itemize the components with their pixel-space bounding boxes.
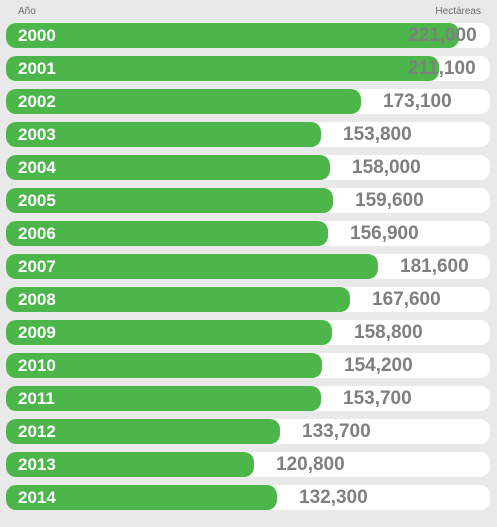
bar-row-2003: 2003 153,800	[6, 122, 490, 147]
bar	[6, 419, 280, 444]
value-label: 154,200	[344, 355, 413, 376]
bar	[6, 155, 330, 180]
bar-row-2011: 2011 153,700	[6, 386, 490, 411]
bar	[6, 23, 459, 48]
bar-row-2005: 2005 159,600	[6, 188, 490, 213]
value-label: 120,800	[276, 454, 345, 475]
category-label: 2001	[18, 59, 56, 78]
bar-row-2000: 2000 221,000	[6, 23, 490, 48]
category-label: 2002	[18, 92, 56, 111]
bar	[6, 485, 277, 510]
bar-row-2009: 2009 158,800	[6, 320, 490, 345]
category-label: 2008	[18, 290, 56, 309]
bar	[6, 320, 332, 345]
bar	[6, 89, 361, 114]
category-label: 2007	[18, 257, 56, 276]
value-label: 153,700	[343, 388, 412, 409]
bar	[6, 122, 321, 147]
value-axis-label: Hectáreas	[435, 6, 481, 17]
category-label: 2003	[18, 125, 56, 144]
category-label: 2005	[18, 191, 56, 210]
category-label: 2010	[18, 356, 56, 375]
category-label: 2014	[18, 488, 56, 507]
category-axis-label: Año	[18, 6, 36, 17]
value-label: 173,100	[383, 91, 452, 112]
category-label: 2006	[18, 224, 56, 243]
value-label: 159,600	[355, 190, 424, 211]
value-label: 181,600	[400, 256, 469, 277]
value-label: 211,100	[408, 58, 476, 79]
category-label: 2000	[18, 26, 56, 45]
bar-row-2007: 2007 181,600	[6, 254, 490, 279]
bar	[6, 188, 333, 213]
category-label: 2004	[18, 158, 56, 177]
bar	[6, 254, 378, 279]
category-label: 2013	[18, 455, 56, 474]
value-label: 221,000	[408, 25, 477, 46]
category-label: 2011	[18, 389, 55, 408]
bar	[6, 221, 328, 246]
value-label: 156,900	[350, 223, 419, 244]
value-label: 133,700	[302, 421, 371, 442]
bar-row-2001: 2001 211,100	[6, 56, 490, 81]
bar	[6, 287, 350, 312]
bar	[6, 353, 322, 378]
category-label: 2009	[18, 323, 56, 342]
bar-row-2004: 2004 158,000	[6, 155, 490, 180]
bar-row-2014: 2014 132,300	[6, 485, 490, 510]
bar-row-2008: 2008 167,600	[6, 287, 490, 312]
value-label: 153,800	[343, 124, 412, 145]
value-label: 158,800	[354, 322, 423, 343]
bar-row-2013: 2013 120,800	[6, 452, 490, 477]
category-label: 2012	[18, 422, 56, 441]
bar-row-2010: 2010 154,200	[6, 353, 490, 378]
bar-row-2006: 2006 156,900	[6, 221, 490, 246]
value-label: 132,300	[299, 487, 368, 508]
value-label: 158,000	[352, 157, 421, 178]
bar-row-2002: 2002 173,100	[6, 89, 490, 114]
bar-row-2012: 2012 133,700	[6, 419, 490, 444]
bar	[6, 386, 321, 411]
value-label: 167,600	[372, 289, 441, 310]
bar	[6, 56, 439, 81]
bar	[6, 452, 254, 477]
